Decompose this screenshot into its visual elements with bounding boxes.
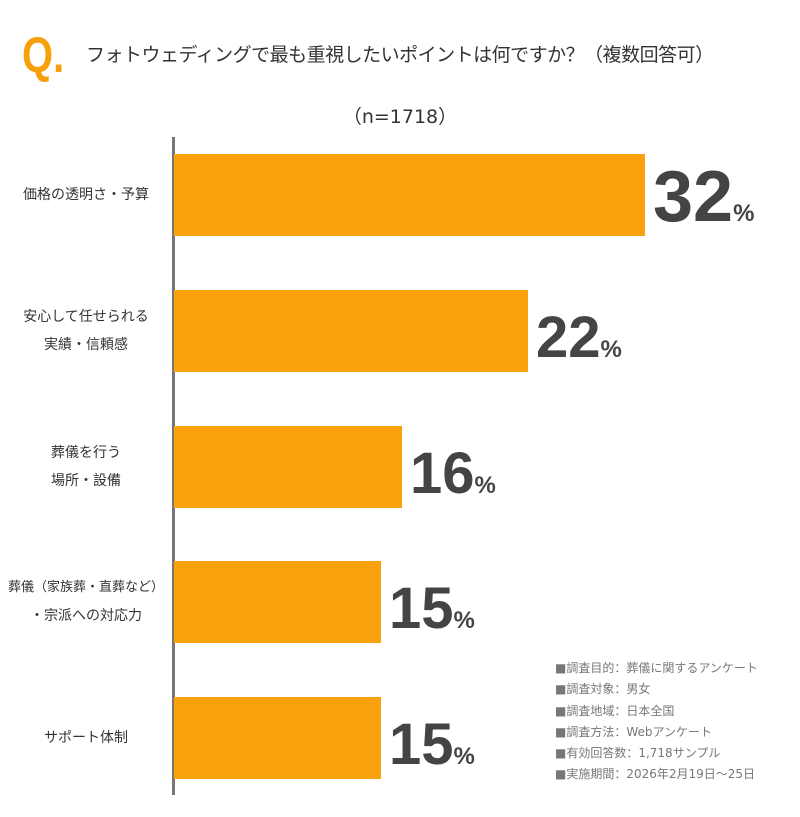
category-line: サポート体制: [44, 730, 128, 746]
category-label: 安心して任せられる 実績・信頼感: [0, 303, 172, 359]
bar: [174, 154, 645, 236]
note: ■調査方法：Webアンケート: [555, 724, 713, 739]
note: ■調査目的：葬儀に関するアンケート: [555, 661, 758, 675]
data-label: 16%: [410, 440, 496, 507]
value: 32: [653, 157, 734, 237]
category-line: 安心して任せられる: [23, 309, 149, 325]
category-label: サポート体制: [0, 724, 172, 752]
category-line: 実績・信頼感: [44, 337, 128, 353]
value: 16: [410, 441, 475, 506]
data-label: 15%: [389, 575, 475, 642]
y-axis-line: [172, 137, 175, 795]
bar: [174, 697, 381, 779]
survey-notes: ■調査目的：葬儀に関するアンケート ■調査対象：男女 ■調査地域：日本全国 ■調…: [555, 658, 758, 786]
value: 15: [389, 576, 454, 641]
category-label: 葬儀（家族葬・直葬など） ・宗派への対応力: [0, 574, 172, 630]
data-label: 32%: [653, 156, 754, 238]
note: ■実施期間：2026年2月19日～25日: [555, 767, 756, 782]
percent-sign: %: [453, 743, 475, 770]
note: ■調査対象：男女: [555, 682, 651, 697]
percent-sign: %: [733, 200, 755, 227]
value: 22: [536, 305, 601, 370]
category-line: 場所・設備: [51, 473, 121, 489]
category-label: 葬儀を行う場所・設備: [0, 439, 172, 495]
q-mark: Q.: [22, 27, 65, 83]
bar: [174, 290, 528, 372]
note: ■調査地域：日本全国: [555, 703, 675, 718]
data-label: 22%: [536, 304, 622, 371]
value: 15: [389, 712, 454, 777]
note: ■有効回答数：1,718サンプル: [555, 746, 721, 761]
bar: [174, 561, 381, 643]
percent-sign: %: [600, 336, 622, 363]
chart-title: フォトウェディングで最も重視したいポイントは何ですか？（複数回答可）: [86, 44, 714, 66]
percent-sign: %: [453, 607, 475, 634]
sample-size: （n=1718）: [342, 106, 458, 128]
category-label: 価格の透明さ・予算: [0, 181, 172, 209]
data-label: 15%: [389, 711, 475, 778]
category-line: 葬儀を行う: [51, 445, 121, 461]
category-line: 葬儀（家族葬・直葬など）: [7, 580, 164, 595]
percent-sign: %: [474, 472, 496, 499]
bar: [174, 426, 402, 508]
category-line: 価格の透明さ・予算: [23, 187, 149, 203]
category-line: ・宗派への対応力: [30, 608, 142, 624]
